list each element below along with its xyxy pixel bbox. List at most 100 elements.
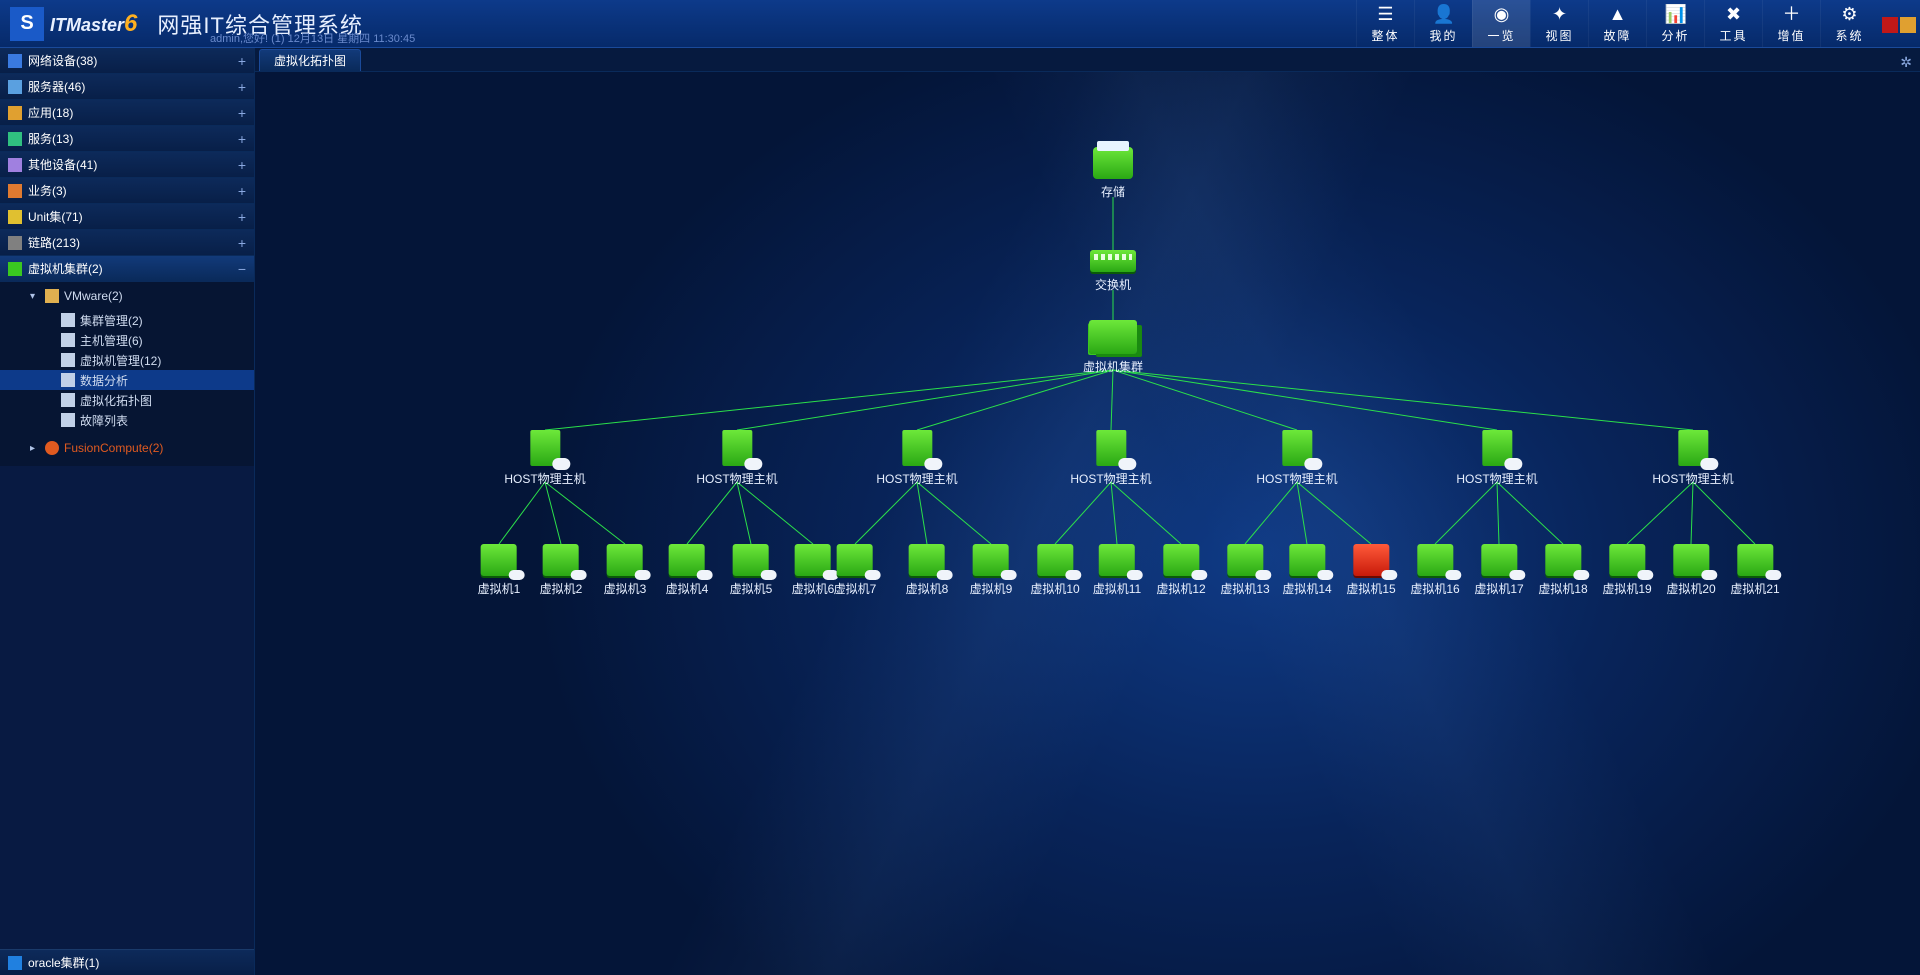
node-vm[interactable]: 虚拟机3 [604,544,647,597]
nav-addon[interactable]: ＋增值 [1762,0,1820,47]
nav-analysis[interactable]: 📊分析 [1646,0,1704,47]
expand-icon[interactable] [238,157,246,173]
doc-icon [61,313,75,327]
node-label: 虚拟机21 [1730,580,1779,597]
nav-overview[interactable]: ◉一览 [1472,0,1530,47]
tree-item[interactable]: ▸ FusionCompute(2) [0,438,254,458]
node-host[interactable]: HOST物理主机 [1070,430,1151,487]
nav-system[interactable]: ⚙系统 [1820,0,1878,47]
sidebar-group-vmc[interactable]: 虚拟机集群(2) [0,256,254,282]
tree-item[interactable]: 虚拟机管理(12) [0,350,254,370]
nav-tools[interactable]: ✖工具 [1704,0,1762,47]
host-icon [722,430,752,466]
node-label: 虚拟机10 [1030,580,1079,597]
tree-label: 集群管理(2) [80,312,143,329]
nav-view[interactable]: ✦视图 [1530,0,1588,47]
node-vm[interactable]: 虚拟机1 [478,544,521,597]
sidebar-group-srv[interactable]: 服务器(46) [0,74,254,100]
tree-item[interactable]: 故障列表 [0,410,254,430]
tree-item[interactable]: 数据分析 [0,370,254,390]
biz-icon [8,184,22,198]
expand-icon[interactable] [238,183,246,199]
topology-canvas[interactable]: 存储交换机虚拟机集群 HOST物理主机 HOST物理主机 HOST物理主机 HOST物理… [255,72,1920,975]
node-label: HOST物理主机 [1456,470,1537,487]
nav-mine[interactable]: 👤我的 [1414,0,1472,47]
mine-icon: 👤 [1433,3,1455,25]
sidebar-group-oth[interactable]: 其他设备(41) [0,152,254,178]
tree-item[interactable]: ▾VMware(2) [0,286,254,306]
node-host[interactable]: HOST物理主机 [1256,430,1337,487]
node-label: HOST物理主机 [504,470,585,487]
doc-icon [61,353,75,367]
node-label: 虚拟机4 [666,580,709,597]
node-vm[interactable]: 虚拟机19 [1602,544,1651,597]
node-vm[interactable]: 虚拟机20 [1666,544,1715,597]
node-vm[interactable]: 虚拟机8 [906,544,949,597]
node-host[interactable]: HOST物理主机 [696,430,777,487]
nav-label: 故障 [1603,27,1631,44]
node-vm[interactable]: 虚拟机11 [1093,544,1141,597]
tree-label: FusionCompute(2) [64,441,163,455]
node-switch[interactable]: 交换机 [1090,250,1136,293]
node-host[interactable]: HOST物理主机 [1456,430,1537,487]
tree-label: VMware(2) [64,289,123,303]
node-host[interactable]: HOST物理主机 [1652,430,1733,487]
expand-icon[interactable] [238,131,246,147]
svc-icon [8,132,22,146]
tree-item[interactable]: 集群管理(2) [0,310,254,330]
node-vm[interactable]: 虚拟机6 [792,544,835,597]
view-icon: ✦ [1549,3,1571,25]
node-vm[interactable]: 虚拟机4 [666,544,709,597]
node-vm[interactable]: 虚拟机21 [1730,544,1779,597]
sidebar-group-net[interactable]: 网络设备(38) [0,48,254,74]
tools-icon: ✖ [1723,3,1745,25]
node-host[interactable]: HOST物理主机 [876,430,957,487]
node-vm[interactable]: 虚拟机7 [834,544,877,597]
node-vm[interactable]: 虚拟机17 [1474,544,1523,597]
nav-overall[interactable]: ☰整体 [1356,0,1414,47]
node-vm[interactable]: 虚拟机14 [1282,544,1331,597]
node-label: 虚拟机7 [834,580,877,597]
expand-icon[interactable] [238,209,246,225]
tab-topology[interactable]: 虚拟化拓扑图 [259,49,361,71]
host-icon [530,430,560,466]
tray-icon[interactable] [1900,17,1916,33]
caret-icon: ▸ [30,443,40,454]
group-label: 网络设备(38) [28,52,97,69]
expand-icon[interactable] [238,105,246,121]
vm-icon [1545,544,1581,576]
node-storage[interactable]: 存储 [1093,147,1133,200]
expand-icon[interactable] [238,261,246,277]
node-cluster[interactable]: 虚拟机集群 [1083,320,1143,375]
settings-icon[interactable]: ✲ [1900,54,1912,71]
sidebar-scroll: 网络设备(38) 服务器(46)应用(18)服务(13)其他设备(41)业务(3)… [0,48,254,949]
sidebar-group-unit[interactable]: Unit集(71) [0,204,254,230]
expand-icon[interactable] [238,235,246,251]
node-vm[interactable]: 虚拟机18 [1538,544,1587,597]
node-vm[interactable]: 虚拟机9 [970,544,1013,597]
node-label: HOST物理主机 [696,470,777,487]
sidebar-group-app[interactable]: 应用(18) [0,100,254,126]
node-vm[interactable]: 虚拟机15 [1346,544,1395,597]
expand-icon[interactable] [238,53,246,69]
link-icon [8,236,22,250]
sidebar-footer-item[interactable]: oracle集群(1) [0,949,254,975]
sidebar-group-svc[interactable]: 服务(13) [0,126,254,152]
expand-icon[interactable] [238,79,246,95]
node-vm[interactable]: 虚拟机16 [1410,544,1459,597]
sidebar-group-biz[interactable]: 业务(3) [0,178,254,204]
node-vm[interactable]: 虚拟机12 [1156,544,1205,597]
node-host[interactable]: HOST物理主机 [504,430,585,487]
group-label: 虚拟机集群(2) [28,260,103,277]
node-vm[interactable]: 虚拟机2 [540,544,583,597]
vm-icon [1227,544,1263,576]
tree-item[interactable]: 主机管理(6) [0,330,254,350]
node-vm[interactable]: 虚拟机5 [730,544,773,597]
tray-icon[interactable] [1882,17,1898,33]
nav-fault[interactable]: ▲故障 [1588,0,1646,47]
node-vm[interactable]: 虚拟机10 [1030,544,1079,597]
sidebar-group-link[interactable]: 链路(213) [0,230,254,256]
tree-label: 虚拟化拓扑图 [80,392,152,409]
tree-item[interactable]: 虚拟化拓扑图 [0,390,254,410]
node-vm[interactable]: 虚拟机13 [1220,544,1269,597]
